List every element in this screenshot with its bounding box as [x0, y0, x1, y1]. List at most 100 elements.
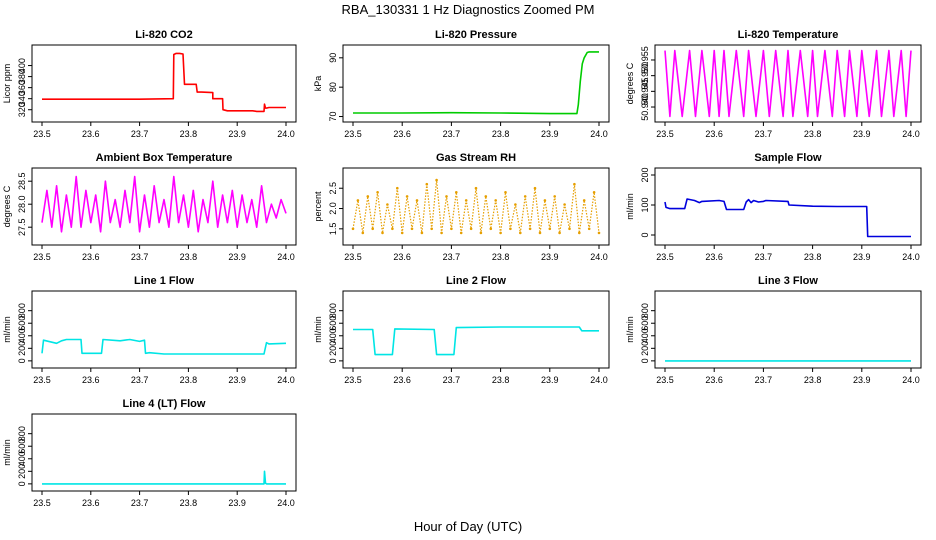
x-tick-label: 24.0 — [590, 129, 608, 139]
x-tick-label: 23.8 — [492, 375, 510, 385]
x-tick-label: 23.6 — [393, 252, 411, 262]
x-tick-label: 23.8 — [180, 129, 198, 139]
data-point — [400, 231, 404, 235]
x-tick-label: 24.0 — [902, 375, 920, 385]
x-tick-label: 23.6 — [82, 498, 100, 508]
x-tick-label: 23.8 — [180, 252, 198, 262]
x-tick-label: 23.6 — [82, 375, 100, 385]
data-point — [391, 227, 394, 231]
y-tick-label: 50.955 — [640, 46, 650, 74]
data-point — [509, 227, 512, 231]
data-point — [587, 227, 591, 231]
y-axis-label: percent — [313, 191, 323, 222]
y-tick-label: 800 — [17, 303, 27, 318]
y-tick-label: 800 — [17, 426, 27, 441]
x-tick-label: 23.8 — [804, 375, 822, 385]
y-axis-label: ml/min — [625, 316, 635, 343]
series-line — [352, 179, 600, 234]
panel-6: Line 1 Flow ml/min 23.5 23.6 23.7 23.8 23.9 24.… — [2, 275, 297, 385]
y-tick-label: 50.940 — [640, 93, 650, 121]
data-point — [435, 178, 438, 182]
x-tick-label: 23.9 — [228, 252, 246, 262]
panel-title: Line 1 Flow — [134, 275, 194, 287]
data-point — [538, 231, 542, 235]
panel-0: Li-820 CO2 Licor ppm 23.5 23.6 23.7 23.8 23.9 2… — [2, 29, 297, 139]
y-tick-label: 80 — [328, 82, 338, 92]
data-point — [366, 195, 370, 198]
y-tick-label: 200 — [640, 167, 650, 182]
data-point — [528, 227, 532, 231]
data-point — [592, 191, 596, 194]
x-tick-label: 23.9 — [541, 129, 559, 139]
data-point — [563, 203, 566, 206]
data-point — [356, 199, 360, 202]
data-point — [479, 231, 483, 235]
data-point — [474, 186, 478, 190]
x-tick-label: 23.5 — [33, 375, 51, 385]
x-tick-label: 23.7 — [755, 375, 773, 385]
x-tick-label: 24.0 — [277, 129, 295, 139]
y-tick-label: 800 — [328, 303, 338, 318]
data-point — [484, 195, 488, 198]
panel-title: Ambient Box Temperature — [96, 152, 233, 164]
y-tick-label: 2.5 — [328, 182, 338, 195]
data-point — [381, 231, 384, 235]
x-tick-label: 23.5 — [33, 498, 51, 508]
data-point — [568, 227, 571, 231]
y-tick-label: 600 — [17, 439, 27, 454]
y-tick-label: 0 — [328, 358, 338, 363]
data-point — [469, 227, 473, 231]
data-point — [420, 231, 424, 235]
data-point — [578, 231, 581, 235]
x-tick-label: 23.7 — [131, 129, 149, 139]
series-line — [664, 198, 911, 238]
plot-frame — [654, 290, 922, 369]
y-axis-label: ml/min — [2, 316, 12, 343]
x-tick-label: 23.5 — [344, 375, 362, 385]
x-tick-label: 23.7 — [443, 129, 461, 139]
panel-title: Li-820 Temperature — [738, 29, 839, 41]
y-tick-label: 1.5 — [328, 223, 338, 236]
x-tick-label: 23.5 — [656, 375, 674, 385]
x-tick-label: 23.8 — [804, 252, 822, 262]
x-tick-label: 23.9 — [541, 375, 559, 385]
y-tick-label: 70 — [328, 112, 338, 122]
data-point — [455, 191, 458, 194]
x-tick-label: 23.6 — [82, 252, 100, 262]
y-tick-label: 380 — [17, 69, 27, 84]
series-line — [41, 175, 287, 233]
data-point — [543, 199, 547, 202]
x-tick-label: 23.5 — [344, 252, 362, 262]
y-tick-label: 400 — [17, 58, 27, 73]
y-tick-label: 28.5 — [17, 172, 27, 190]
panel-title: Sample Flow — [754, 152, 822, 164]
x-tick-label: 23.7 — [443, 252, 461, 262]
x-tick-label: 23.6 — [705, 375, 723, 385]
x-tick-label: 23.7 — [443, 375, 461, 385]
y-tick-label: 340 — [17, 91, 27, 106]
data-point — [415, 199, 419, 202]
panel-title: Li-820 Pressure — [435, 29, 517, 41]
x-tick-label: 23.6 — [393, 129, 411, 139]
y-tick-label: 600 — [640, 316, 650, 331]
y-axis-label: kPa — [313, 76, 323, 92]
x-tick-label: 23.8 — [180, 375, 198, 385]
x-tick-label: 23.9 — [228, 498, 246, 508]
y-tick-label: 200 — [17, 341, 27, 356]
x-tick-label: 23.8 — [804, 129, 822, 139]
y-axis-label: degrees C — [2, 185, 12, 227]
panel-title: Li-820 CO2 — [135, 29, 192, 41]
series-line — [353, 51, 599, 115]
plot-frame — [654, 167, 922, 246]
data-point — [459, 231, 463, 235]
x-tick-label: 23.8 — [492, 129, 510, 139]
data-point — [386, 203, 389, 206]
x-tick-label: 24.0 — [902, 252, 920, 262]
data-point — [519, 231, 522, 235]
y-tick-label: 600 — [328, 316, 338, 331]
x-tick-label: 23.9 — [541, 252, 559, 262]
y-tick-label: 50.945 — [640, 78, 650, 106]
data-point — [499, 231, 502, 235]
panel-7: Line 2 Flow ml/min 23.5 23.6 23.7 23.8 23.9 24.… — [313, 275, 610, 385]
